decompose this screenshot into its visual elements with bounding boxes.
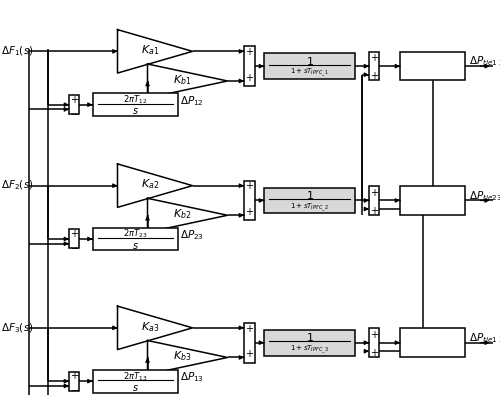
Text: $\Delta F_1(s)$: $\Delta F_1(s)$ bbox=[1, 45, 34, 58]
Bar bbox=[369, 186, 379, 214]
Bar bbox=[69, 95, 79, 114]
Bar bbox=[244, 181, 255, 220]
Text: $-$: $-$ bbox=[70, 384, 80, 394]
Text: $\Delta P_{23}$: $\Delta P_{23}$ bbox=[180, 228, 204, 242]
Text: $s$: $s$ bbox=[132, 383, 138, 393]
Text: $s$: $s$ bbox=[132, 106, 138, 117]
Text: +: + bbox=[70, 94, 78, 105]
Text: $-$: $-$ bbox=[70, 107, 80, 118]
Text: +: + bbox=[246, 207, 254, 217]
Text: $K_{b3}$: $K_{b3}$ bbox=[174, 350, 192, 363]
Text: $1+sT_{IPFC\_1}$: $1+sT_{IPFC\_1}$ bbox=[290, 67, 329, 79]
Text: +: + bbox=[246, 73, 254, 83]
Text: $K_{b2}$: $K_{b2}$ bbox=[174, 207, 192, 221]
Text: $\Delta P_{tie1\ 3}$: $\Delta P_{tie1\ 3}$ bbox=[469, 331, 500, 345]
Text: +: + bbox=[246, 349, 254, 359]
Text: +: + bbox=[370, 188, 378, 198]
Text: $\Delta P_{tie1\ 2}$: $\Delta P_{tie1\ 2}$ bbox=[469, 55, 500, 68]
Text: $\Delta P_{tie23}$: $\Delta P_{tie23}$ bbox=[469, 189, 500, 203]
Text: $K_{a1}$: $K_{a1}$ bbox=[141, 43, 159, 57]
Text: +: + bbox=[370, 206, 378, 216]
Text: $1+sT_{IPFC\_3}$: $1+sT_{IPFC\_3}$ bbox=[290, 344, 329, 356]
Text: +: + bbox=[246, 47, 254, 57]
Text: $\Delta P_{13}$: $\Delta P_{13}$ bbox=[180, 371, 204, 384]
Text: +: + bbox=[70, 229, 78, 239]
Bar bbox=[400, 186, 465, 214]
Bar bbox=[244, 323, 255, 363]
Text: +: + bbox=[370, 71, 378, 81]
Text: +: + bbox=[370, 348, 378, 358]
Text: +: + bbox=[246, 324, 254, 334]
Text: +: + bbox=[370, 330, 378, 340]
Bar bbox=[92, 93, 178, 116]
Text: $1$: $1$ bbox=[306, 189, 314, 201]
Text: $K_{b1}$: $K_{b1}$ bbox=[174, 73, 192, 87]
Text: $1+sT_{IPFC\_2}$: $1+sT_{IPFC\_2}$ bbox=[290, 201, 329, 214]
Text: +: + bbox=[70, 371, 78, 381]
Text: $1$: $1$ bbox=[306, 55, 314, 67]
Text: $K_{a3}$: $K_{a3}$ bbox=[141, 320, 159, 333]
Text: $2\pi T_{23}$: $2\pi T_{23}$ bbox=[122, 228, 148, 241]
Bar bbox=[400, 52, 465, 81]
Text: $\Delta F_2(s)$: $\Delta F_2(s)$ bbox=[1, 179, 34, 192]
Text: $2\pi T_{12}$: $2\pi T_{12}$ bbox=[123, 94, 147, 106]
Text: $K_{a2}$: $K_{a2}$ bbox=[141, 178, 159, 191]
Bar bbox=[264, 188, 355, 213]
Text: $s$: $s$ bbox=[132, 241, 138, 251]
Bar bbox=[69, 372, 79, 391]
Text: $-$: $-$ bbox=[70, 242, 80, 252]
Text: +: + bbox=[370, 53, 378, 63]
Bar bbox=[92, 370, 178, 393]
Bar bbox=[400, 329, 465, 357]
Text: +: + bbox=[246, 181, 254, 192]
Bar bbox=[369, 52, 379, 81]
Bar bbox=[264, 53, 355, 79]
Text: $\Delta P_{12}$: $\Delta P_{12}$ bbox=[180, 94, 204, 107]
Bar bbox=[92, 228, 178, 250]
Bar bbox=[264, 330, 355, 356]
Text: $\Delta F_3(s)$: $\Delta F_3(s)$ bbox=[1, 321, 34, 335]
Bar bbox=[244, 46, 255, 86]
Bar bbox=[69, 229, 79, 248]
Text: $1$: $1$ bbox=[306, 331, 314, 343]
Text: $2\pi T_{13}$: $2\pi T_{13}$ bbox=[122, 370, 148, 383]
Bar bbox=[369, 329, 379, 357]
